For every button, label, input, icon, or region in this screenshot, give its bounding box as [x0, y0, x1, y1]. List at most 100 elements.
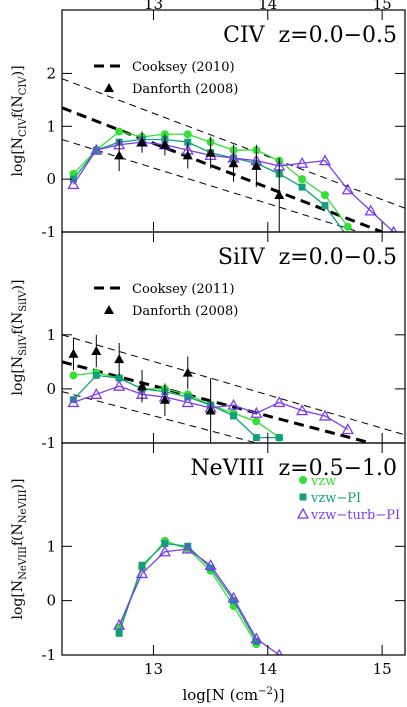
marker	[184, 542, 192, 550]
marker	[159, 139, 170, 149]
marker	[113, 618, 126, 630]
y-axis-label-part: f(N	[10, 312, 26, 335]
y-axis-label-part: )]	[10, 65, 26, 76]
reference-line	[62, 391, 257, 443]
marker	[204, 558, 217, 570]
reference-line	[62, 360, 372, 443]
marker	[318, 154, 332, 166]
legend-label: vzw	[310, 474, 336, 489]
x-tick-label: 15	[373, 660, 392, 678]
marker	[182, 367, 193, 377]
y-axis-label-part: )]	[10, 280, 26, 291]
y-tick-label: -1	[41, 434, 56, 452]
y-axis-label-part: log[N	[10, 356, 26, 396]
legend-label: vzw−PI	[310, 491, 361, 506]
marker	[205, 405, 216, 415]
reference-line	[62, 139, 360, 232]
legend-label: vzw−turb−PI	[310, 508, 400, 523]
legend-label: Danforth (2008)	[132, 82, 238, 97]
reference-line	[62, 334, 405, 436]
series-line	[118, 540, 257, 645]
series-line	[118, 542, 257, 642]
marker	[298, 175, 307, 184]
x-tick-label: 14	[258, 0, 277, 13]
marker	[114, 354, 125, 364]
marker	[181, 396, 194, 408]
marker	[69, 371, 78, 380]
marker	[343, 222, 352, 231]
x-axis-label-part: −2	[258, 686, 273, 697]
y-tick-label: 1	[46, 537, 56, 555]
marker	[299, 493, 307, 501]
legend-label: Cooksey (2010)	[132, 60, 235, 75]
y-axis-label: log[NSiIVf(NSiIV)]	[10, 280, 29, 396]
marker	[321, 202, 329, 210]
x-axis-label-part: )]	[273, 686, 285, 704]
y-axis-label-part: NeVIII	[18, 546, 29, 580]
panel-title: CIV z=0.0−0.5	[223, 23, 397, 48]
panel-title: NeVIII z=0.5−1.0	[190, 456, 397, 481]
y-tick-label: 1	[46, 326, 56, 344]
marker	[115, 629, 123, 637]
marker	[250, 406, 263, 418]
marker	[296, 507, 310, 519]
marker	[227, 591, 240, 603]
marker	[252, 417, 261, 426]
y-tick-label: 0	[46, 592, 56, 610]
y-axis-label-part: CIV	[18, 76, 29, 96]
marker	[69, 396, 77, 404]
x-axis-label: log[N (cm−2)]	[182, 686, 284, 704]
plot-area	[62, 334, 405, 443]
marker	[183, 130, 192, 139]
y-tick-label: 2	[46, 64, 56, 82]
marker	[115, 127, 124, 136]
marker	[251, 160, 262, 170]
y-axis-label-part: f(N	[10, 95, 26, 118]
marker	[138, 561, 146, 569]
marker	[135, 567, 149, 579]
marker	[104, 305, 114, 314]
reference-line	[62, 106, 383, 232]
marker	[252, 434, 260, 442]
marker	[182, 150, 193, 160]
marker	[91, 346, 102, 356]
marker	[341, 423, 354, 435]
series-line	[118, 548, 280, 655]
marker	[318, 409, 332, 421]
marker	[341, 183, 354, 195]
marker	[274, 190, 285, 199]
x-tick-label: 14	[258, 660, 277, 678]
series-line	[73, 372, 280, 439]
marker	[320, 191, 329, 199]
legend-label: Cooksey (2011)	[132, 282, 235, 297]
y-axis-label: log[NNeVIIIf(NNeVIII)]	[10, 479, 29, 620]
marker	[113, 379, 126, 391]
marker	[227, 398, 240, 410]
marker	[158, 545, 172, 557]
marker	[230, 412, 237, 420]
marker	[181, 542, 194, 554]
marker	[230, 597, 237, 605]
y-tick-label: 0	[46, 380, 56, 398]
panel-title: SiIV z=0.0−0.5	[218, 245, 397, 270]
marker	[137, 381, 148, 391]
y-axis-label-part: )]	[10, 479, 26, 490]
y-axis-label-part: NeVIII	[18, 489, 29, 523]
y-tick-label: -1	[41, 646, 56, 664]
marker	[67, 396, 80, 408]
marker	[207, 564, 215, 572]
y-axis-label-part: log[N	[10, 137, 26, 177]
y-axis-label-part: f(N	[10, 523, 26, 546]
legend-label: Danforth (2008)	[132, 304, 238, 319]
marker	[252, 637, 260, 645]
y-tick-label: 0	[46, 170, 56, 188]
marker	[137, 137, 148, 147]
y-axis-label-part: SiIV	[18, 290, 29, 312]
series-line	[72, 374, 280, 439]
marker	[299, 476, 307, 484]
marker	[161, 540, 169, 548]
marker	[68, 348, 79, 358]
marker	[298, 183, 306, 191]
marker	[90, 143, 103, 155]
